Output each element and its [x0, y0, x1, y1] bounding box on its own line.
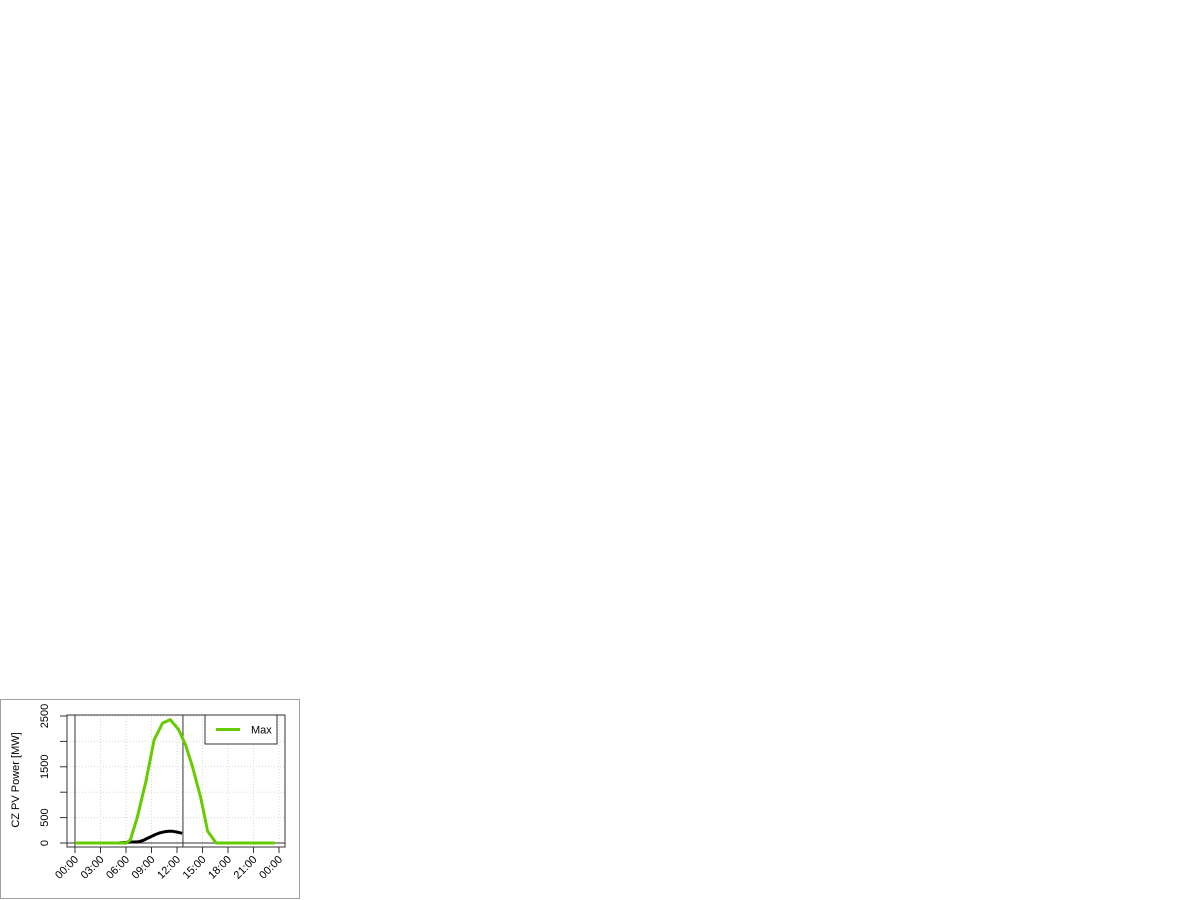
- y-axis-label: CZ PV Power [MW]: [10, 732, 22, 827]
- y-axis: 0 500 1500 2500: [39, 704, 68, 846]
- x-tick-label: 06:00: [104, 854, 132, 882]
- legend-box: [204, 714, 278, 745]
- legend: Max: [204, 714, 278, 745]
- legend-label-max: Max: [251, 725, 272, 737]
- series-line-max: [75, 718, 275, 845]
- y-tick-label: 2500: [39, 704, 51, 728]
- x-tick-label: 00:00: [257, 854, 285, 882]
- x-tick-label: 09:00: [130, 854, 158, 882]
- y-tick-label: 0: [39, 840, 51, 846]
- x-axis: 00:0003:0006:0009:0012:0015:0018:0021:00…: [53, 846, 285, 882]
- x-tick-label: 12:00: [155, 854, 183, 882]
- chart-frame: [0, 699, 300, 899]
- x-tick-label: 18:00: [206, 854, 234, 882]
- y-tick-label: 1500: [39, 755, 51, 779]
- x-tick-label: 00:00: [53, 854, 81, 882]
- x-tick-label: 15:00: [181, 854, 209, 882]
- x-tick-label: 03:00: [79, 854, 107, 882]
- y-tick-label: 500: [39, 808, 51, 826]
- x-tick-label: 21:00: [232, 854, 260, 882]
- series-lines: [75, 718, 275, 845]
